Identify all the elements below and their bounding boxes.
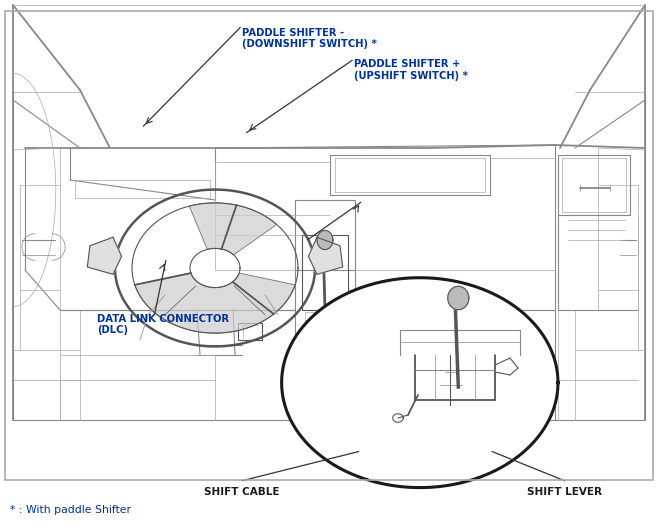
Text: * : With paddle Shifter: * : With paddle Shifter (10, 505, 131, 515)
Bar (5, 11, 653, 480)
Text: SHIFT CABLE: SHIFT CABLE (205, 487, 280, 497)
Text: PADDLE SHIFTER +
(UPSHIFT SWITCH) *: PADDLE SHIFTER + (UPSHIFT SWITCH) * (354, 59, 468, 81)
Polygon shape (282, 278, 558, 488)
Polygon shape (135, 273, 295, 333)
Polygon shape (88, 237, 122, 275)
Polygon shape (317, 231, 333, 250)
Polygon shape (309, 237, 343, 275)
Text: PADDLE SHIFTER -
(DOWNSHIFT SWITCH) *: PADDLE SHIFTER - (DOWNSHIFT SWITCH) * (242, 28, 377, 49)
Text: DATA LINK CONNECTOR
(DLC): DATA LINK CONNECTOR (DLC) (97, 314, 230, 335)
Polygon shape (190, 203, 277, 255)
Polygon shape (448, 286, 468, 310)
Text: SHIFT LEVER: SHIFT LEVER (527, 487, 602, 497)
